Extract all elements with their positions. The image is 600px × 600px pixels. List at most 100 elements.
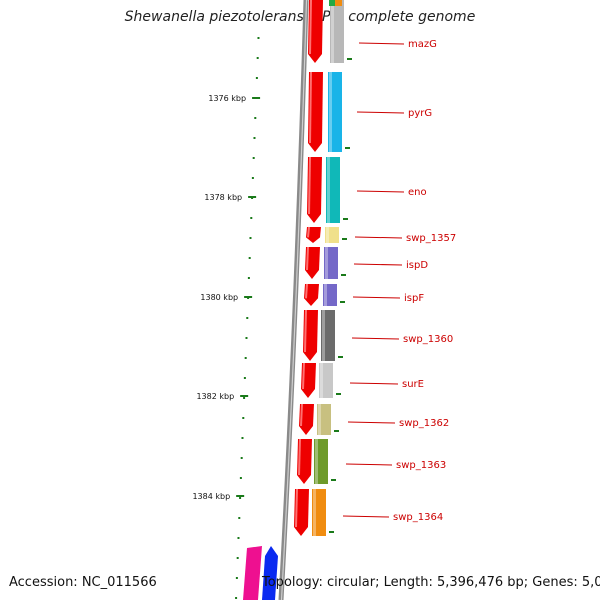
cds-arrow-shine	[306, 246, 309, 271]
feature-tick	[340, 301, 345, 303]
cds-arrow-shine	[300, 403, 303, 427]
cds-arrow	[308, 72, 323, 152]
gene-feature	[330, 0, 344, 63]
scale-minor-tick	[243, 397, 246, 399]
scale-minor-tick	[252, 157, 255, 159]
scale-minor-tick	[238, 517, 241, 519]
scale-minor-tick	[244, 357, 247, 359]
scale-minor-tick	[248, 257, 251, 259]
cds-arrow	[262, 546, 278, 600]
gene-feature	[314, 439, 328, 484]
scale-minor-tick	[242, 417, 245, 419]
gene-feature	[325, 227, 339, 243]
cds-arrow	[297, 439, 312, 484]
cds-arrow	[304, 284, 319, 306]
gene-feature-shine	[331, 0, 334, 63]
gene-label: mazG	[408, 39, 437, 50]
scale-major-tick	[248, 196, 257, 198]
gene-feature	[321, 310, 335, 361]
feature-tick	[345, 147, 350, 149]
gene-feature	[324, 247, 338, 279]
cds-arrow	[299, 404, 314, 435]
scale-minor-tick	[235, 597, 238, 599]
gene-feature	[323, 284, 337, 306]
partial-feature	[335, 0, 342, 6]
feature-tick	[329, 531, 334, 533]
scale-minor-tick	[236, 557, 239, 559]
scale-minor-tick	[247, 277, 250, 279]
scale-minor-tick	[245, 337, 248, 339]
scale-label: 1382 kbp	[196, 392, 234, 401]
scale-minor-tick	[240, 457, 243, 459]
accession-text: Accession: NC_011566	[9, 575, 157, 590]
cds-arrow-shine	[302, 362, 305, 390]
scale-minor-tick	[256, 57, 259, 59]
cds-arrow	[243, 546, 262, 600]
scale-minor-tick	[235, 577, 238, 579]
gene-feature-shine	[326, 227, 329, 243]
cds-arrow-shine	[309, 0, 312, 55]
gene-feature-shine	[327, 157, 330, 223]
scale-minor-tick	[237, 537, 240, 539]
gene-feature-shine	[329, 72, 332, 152]
gene-label-leader	[349, 382, 399, 385]
scale-label: 1384 kbp	[192, 492, 230, 501]
gene-feature	[328, 72, 342, 152]
gene-label-leader	[351, 337, 400, 340]
gene-feature-shine	[315, 439, 318, 484]
cds-arrow	[303, 310, 318, 361]
gene-label-leader	[354, 236, 403, 239]
gene-label-leader	[356, 111, 405, 114]
scale-minor-tick	[246, 317, 249, 319]
feature-tick	[343, 218, 348, 220]
scale-label: 1380 kbp	[200, 293, 238, 302]
scale-minor-tick	[254, 117, 257, 119]
scale-minor-tick	[255, 77, 258, 79]
scale-major-tick	[244, 296, 253, 298]
gene-feature-shine	[318, 404, 321, 435]
feature-tick	[342, 238, 347, 240]
scale-minor-tick	[239, 497, 242, 499]
feature-tick	[336, 393, 341, 395]
cds-arrow	[308, 0, 323, 63]
genome-summary: Topology: circular; Length: 5,396,476 bp…	[262, 575, 600, 590]
scale-minor-tick	[241, 437, 244, 439]
gene-feature	[317, 404, 331, 435]
scale-minor-tick	[239, 477, 242, 479]
cds-arrow-shine	[298, 438, 301, 476]
partial-feature	[329, 0, 335, 6]
cds-arrow	[305, 247, 320, 279]
gene-label: swp_1360	[403, 334, 453, 345]
gene-feature	[312, 489, 326, 536]
scale-minor-tick	[249, 237, 252, 239]
gene-label: swp_1363	[396, 460, 446, 471]
gene-feature-shine	[322, 310, 325, 361]
feature-tick	[331, 479, 336, 481]
cds-arrow-shine	[309, 71, 312, 144]
gene-label-leader	[342, 515, 390, 518]
scale-major-tick	[240, 395, 249, 397]
gene-feature	[319, 363, 333, 398]
cds-arrow-shine	[295, 488, 298, 528]
gene-label: swp_1362	[399, 418, 449, 429]
gene-feature-shine	[320, 363, 323, 398]
scale-minor-tick	[251, 177, 254, 179]
gene-label: pyrG	[408, 108, 432, 119]
scale-minor-tick	[250, 217, 253, 219]
gene-label: ispD	[406, 260, 428, 271]
cds-arrow-shine	[307, 226, 310, 238]
gene-label: swp_1364	[393, 512, 443, 523]
feature-tick	[338, 356, 343, 358]
scale-label: 1376 kbp	[208, 94, 246, 103]
gene-label-leader	[353, 263, 403, 266]
feature-tick	[341, 274, 346, 276]
scale-minor-tick	[243, 377, 246, 379]
gene-label-leader	[345, 463, 393, 466]
gene-label: swp_1357	[406, 233, 456, 244]
gene-feature-shine	[324, 284, 327, 306]
genome-backbone-highlight	[280, 0, 308, 600]
cds-arrow-shine	[308, 156, 311, 215]
cds-arrow-shine	[304, 309, 307, 353]
scale-label: 1378 kbp	[204, 193, 242, 202]
